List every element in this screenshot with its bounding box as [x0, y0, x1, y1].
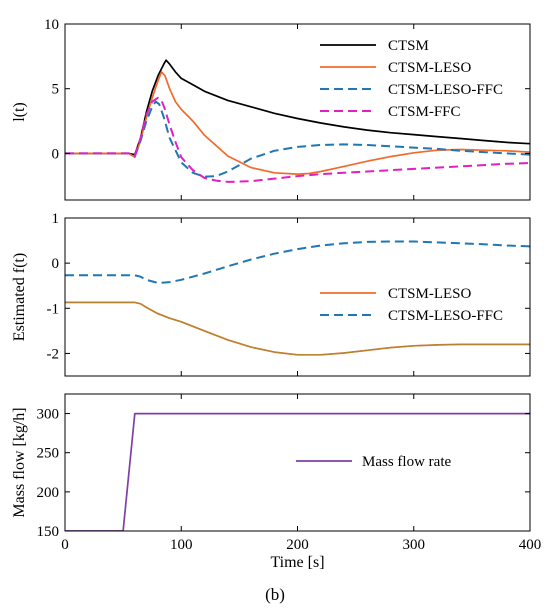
panel-massflow: 0 100 200 300 400 150 200 250 300 Mass flow [kg/h…	[11, 393, 542, 571]
legend-entry: CTSM	[388, 38, 429, 54]
series-line-ctsm-ffc	[65, 96, 530, 183]
x-tick-label: 300	[403, 537, 426, 553]
legend: Mass flow rate	[296, 454, 451, 470]
series-group	[65, 240, 530, 356]
series-group	[65, 412, 530, 531]
y-tick-label: 250	[37, 446, 60, 462]
y-tick-label: 0	[52, 146, 60, 162]
y-axis-label: l(t)	[11, 102, 28, 122]
legend-entry: CTSM-LESO	[388, 60, 472, 76]
legend-entry: CTSM-LESO	[388, 286, 472, 302]
y-tick-label: 150	[37, 524, 60, 540]
legend: CTSM CTSM-LESO CTSM-LESO-FFC CTSM-FFC	[320, 38, 503, 120]
y-tick-label: 0	[52, 256, 60, 272]
series-group	[65, 59, 530, 183]
y-tick-label: 300	[37, 407, 60, 423]
y-axis-label: Mass flow [kg/h]	[11, 407, 28, 517]
y-tick-label: 10	[44, 17, 59, 33]
x-tick-label: 0	[61, 537, 69, 553]
x-axis-label: Time [s]	[270, 554, 324, 571]
panel-lt: 0 5 10 l(t) CTSM CTSM-LESO CTSM-LESO-FFC CTSM-F…	[11, 17, 531, 201]
panel-estimated: -2 -1 0 1 Estimated f(t) CTSM-LESO CTSM-LESO-F…	[11, 211, 531, 377]
y-tick-label: -2	[47, 346, 60, 362]
legend-entry: CTSM-LESO-FFC	[388, 82, 503, 98]
y-tick-label: -1	[47, 301, 60, 317]
x-tick-label: 100	[170, 537, 193, 553]
series-line-mass flow rate	[65, 412, 530, 531]
x-tick-label: 200	[286, 537, 309, 553]
legend-entry: CTSM-FFC	[388, 104, 461, 120]
series-line-overlap	[65, 301, 530, 356]
y-axis-label: Estimated f(t)	[11, 253, 28, 341]
legend: CTSM-LESO CTSM-LESO-FFC	[320, 286, 503, 324]
x-tick-label: 400	[519, 537, 542, 553]
y-tick-label: 200	[37, 485, 60, 501]
legend-entry: Mass flow rate	[362, 454, 451, 470]
series-line-ctsm-leso	[65, 71, 530, 175]
series-line-ctsm-leso-ffc	[65, 240, 530, 284]
y-tick-label: 1	[52, 211, 60, 227]
y-tick-label: 5	[52, 82, 60, 98]
legend-entry: CTSM-LESO-FFC	[388, 308, 503, 324]
series-line-ctsm	[65, 59, 530, 156]
series-line-ctsm-leso-ffc	[65, 100, 530, 178]
figure-caption: (b)	[265, 585, 285, 604]
